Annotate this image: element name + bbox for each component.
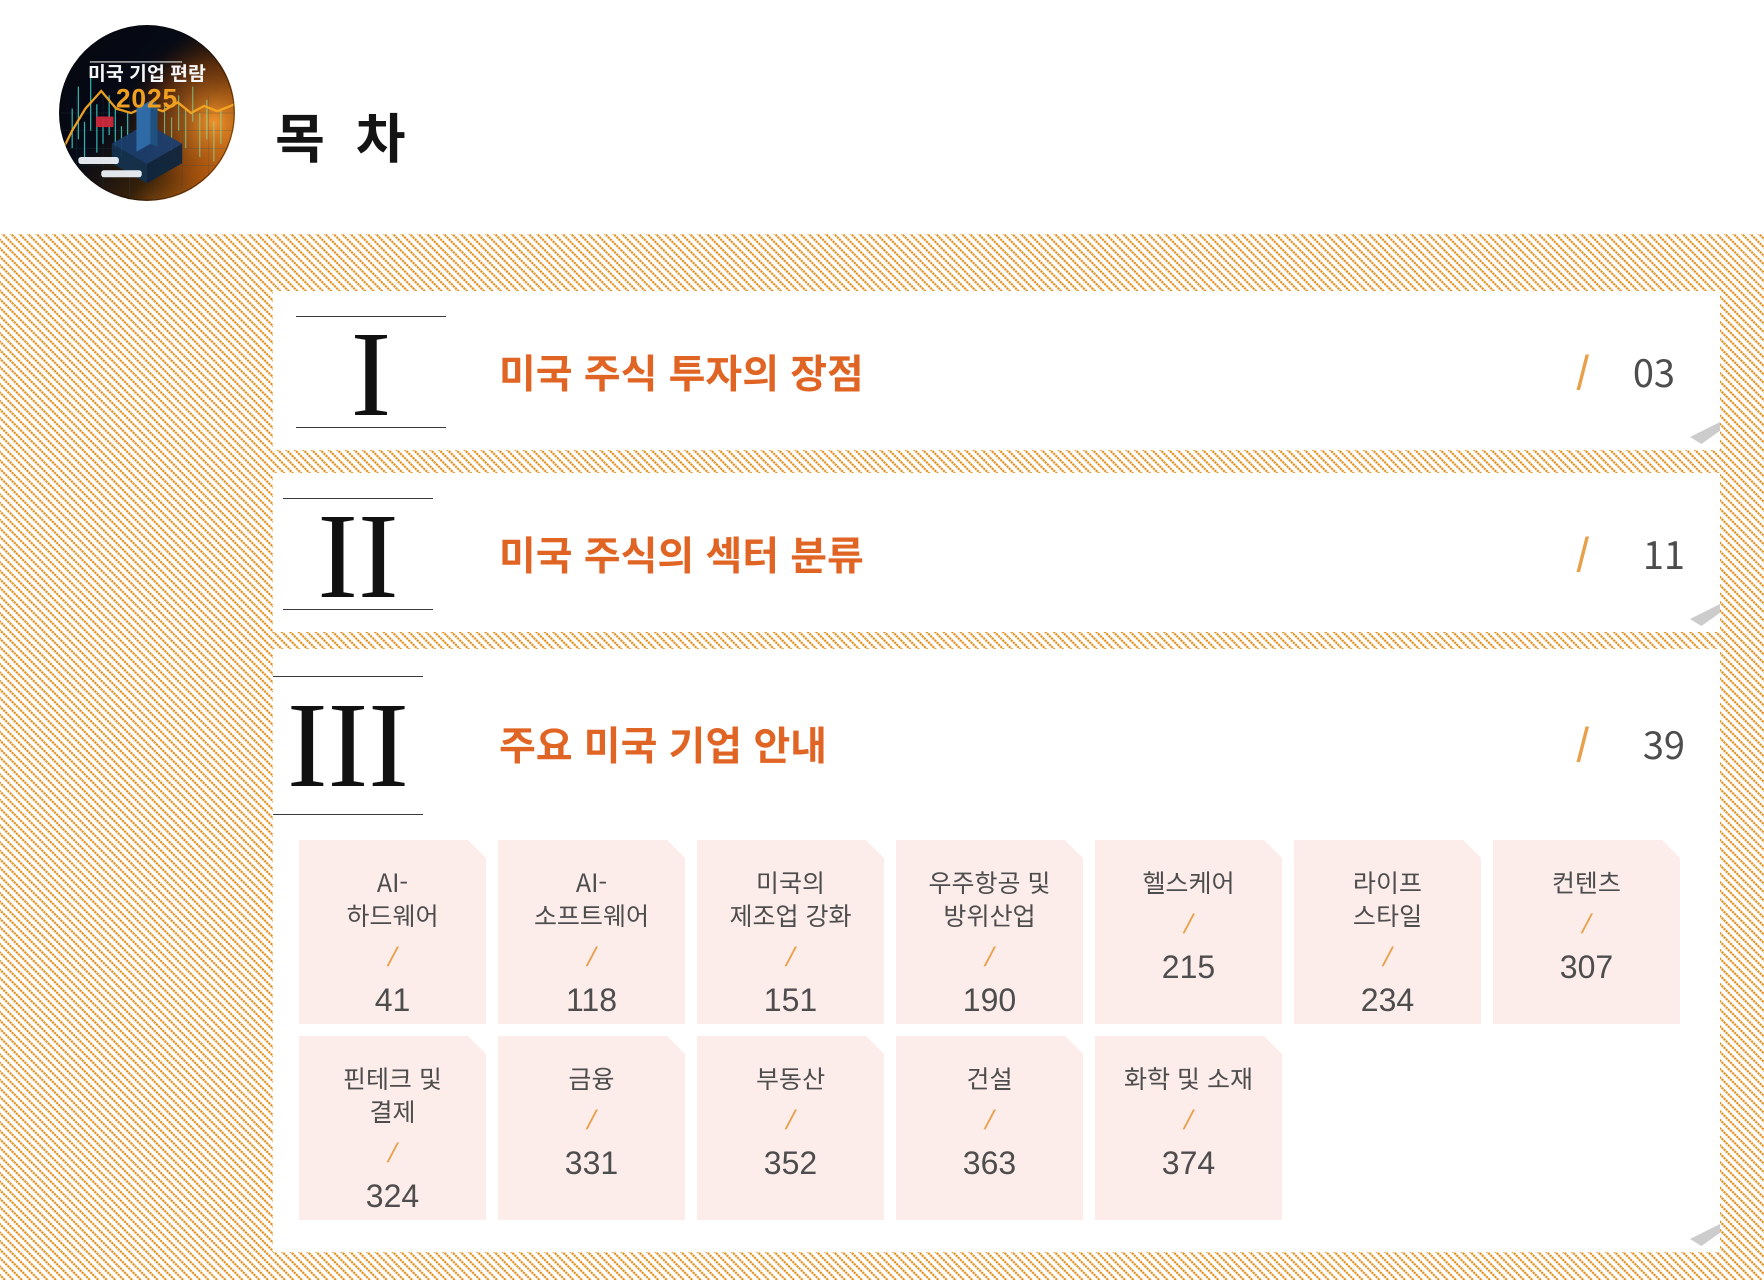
svg-text:미국 기업 편람: 미국 기업 편람 xyxy=(88,59,206,87)
svg-text:2025: 2025 xyxy=(116,84,178,114)
